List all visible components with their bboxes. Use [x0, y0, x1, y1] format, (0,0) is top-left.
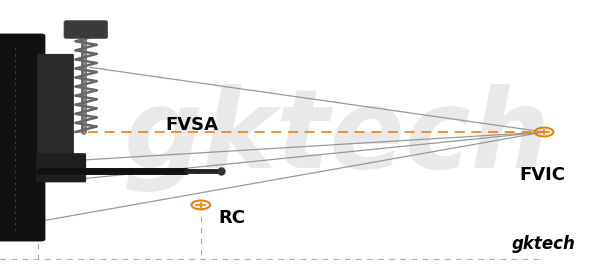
Text: FVSA: FVSA — [166, 116, 219, 134]
FancyBboxPatch shape — [36, 153, 86, 182]
FancyBboxPatch shape — [0, 34, 46, 241]
FancyBboxPatch shape — [37, 54, 74, 172]
Text: RC: RC — [218, 209, 245, 227]
Text: gktech: gktech — [124, 84, 551, 191]
Text: FVIC: FVIC — [520, 166, 566, 184]
Text: gktech: gktech — [512, 235, 576, 253]
FancyBboxPatch shape — [64, 21, 107, 38]
